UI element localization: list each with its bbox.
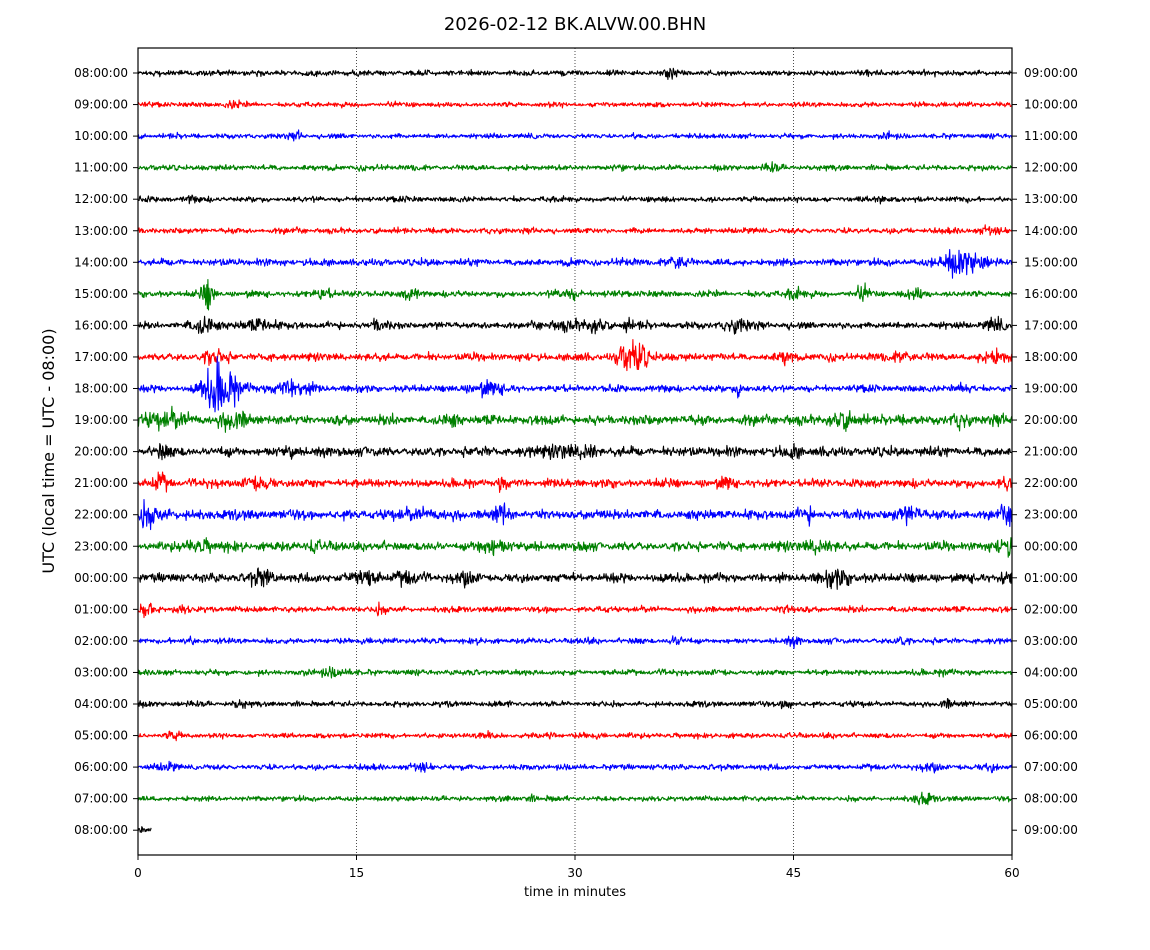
- y-tick-label-right-2: 11:00:00: [1024, 129, 1078, 143]
- x-tick-label-60: 60: [1004, 866, 1019, 880]
- trace-0: [137, 67, 1013, 80]
- y-tick-label-left-2: 10:00:00: [74, 129, 128, 143]
- trace-15: [137, 537, 1013, 558]
- y-tick-label-right-0: 09:00:00: [1024, 66, 1078, 80]
- trace-20: [137, 697, 1013, 710]
- trace-22: [137, 760, 1013, 774]
- trace-10: [137, 355, 1013, 413]
- y-tick-label-left-18: 02:00:00: [74, 634, 128, 648]
- y-tick-label-right-23: 08:00:00: [1024, 792, 1078, 806]
- trace-18: [137, 635, 1013, 650]
- y-tick-label-left-17: 01:00:00: [74, 602, 128, 616]
- y-tick-label-left-0: 08:00:00: [74, 66, 128, 80]
- y-tick-label-left-14: 22:00:00: [74, 508, 128, 522]
- trace-16: [137, 567, 1013, 590]
- axis-layer: 0 15 30 45 60 08:00:00 09:00:00 10:00:00 11:00:0…: [74, 66, 1078, 880]
- y-tick-label-left-10: 18:00:00: [74, 382, 128, 396]
- y-tick-label-right-24: 09:00:00: [1024, 823, 1078, 837]
- chart-title: 2026-02-12 BK.ALVW.00.BHN: [443, 14, 707, 35]
- y-tick-label-left-5: 13:00:00: [74, 224, 128, 238]
- y-tick-label-left-20: 04:00:00: [74, 697, 128, 711]
- trace-2: [137, 129, 1013, 142]
- trace-24: [137, 826, 152, 833]
- y-tick-label-left-8: 16:00:00: [74, 318, 128, 332]
- trace-1: [137, 99, 1013, 110]
- y-tick-label-left-23: 07:00:00: [74, 792, 128, 806]
- trace-6: [137, 248, 1013, 279]
- trace-17: [137, 601, 1013, 619]
- y-tick-label-right-17: 02:00:00: [1024, 602, 1078, 616]
- trace-13: [137, 471, 1013, 493]
- y-tick-label-right-22: 07:00:00: [1024, 760, 1078, 774]
- y-tick-label-left-4: 12:00:00: [74, 192, 128, 206]
- y-tick-label-right-8: 17:00:00: [1024, 318, 1078, 332]
- trace-14: [137, 498, 1013, 531]
- grid-layer: [356, 48, 794, 855]
- y-tick-label-left-19: 03:00:00: [74, 665, 128, 679]
- trace-19: [137, 665, 1013, 679]
- trace-4: [137, 194, 1013, 205]
- y-tick-label-left-7: 15:00:00: [74, 287, 128, 301]
- y-tick-label-right-20: 05:00:00: [1024, 697, 1078, 711]
- y-tick-label-left-22: 06:00:00: [74, 760, 128, 774]
- trace-11: [137, 405, 1013, 433]
- trace-5: [137, 224, 1013, 236]
- trace-23: [137, 791, 1013, 806]
- x-tick-label-45: 45: [786, 866, 801, 880]
- y-tick-label-right-21: 06:00:00: [1024, 729, 1078, 743]
- y-tick-label-left-15: 23:00:00: [74, 539, 128, 553]
- y-tick-label-right-16: 01:00:00: [1024, 571, 1078, 585]
- x-tick-label-0: 0: [134, 866, 142, 880]
- x-tick-label-30: 30: [567, 866, 582, 880]
- y-tick-label-left-3: 11:00:00: [74, 161, 128, 175]
- y-tick-label-left-16: 00:00:00: [74, 571, 128, 585]
- trace-21: [137, 730, 1013, 742]
- y-tick-label-left-11: 19:00:00: [74, 413, 128, 427]
- trace-12: [137, 442, 1013, 461]
- y-tick-label-left-6: 14:00:00: [74, 255, 128, 269]
- y-tick-label-right-18: 03:00:00: [1024, 634, 1078, 648]
- trace-3: [137, 161, 1013, 173]
- y-tick-label-right-6: 15:00:00: [1024, 255, 1078, 269]
- y-tick-label-left-13: 21:00:00: [74, 476, 128, 490]
- y-tick-label-right-3: 12:00:00: [1024, 161, 1078, 175]
- y-tick-label-left-9: 17:00:00: [74, 350, 128, 364]
- y-tick-label-right-4: 13:00:00: [1024, 192, 1078, 206]
- y-tick-label-right-5: 14:00:00: [1024, 224, 1078, 238]
- trace-7: [137, 279, 1013, 311]
- y-tick-label-left-12: 20:00:00: [74, 445, 128, 459]
- y-tick-label-left-24: 08:00:00: [74, 823, 128, 837]
- y-tick-label-right-13: 22:00:00: [1024, 476, 1078, 490]
- trace-8: [137, 315, 1013, 335]
- y-tick-label-right-15: 00:00:00: [1024, 539, 1078, 553]
- y-axis-label: UTC (local time = UTC - 08:00): [39, 328, 58, 573]
- y-tick-label-right-11: 20:00:00: [1024, 413, 1078, 427]
- y-tick-label-right-9: 18:00:00: [1024, 350, 1078, 364]
- y-tick-label-right-19: 04:00:00: [1024, 665, 1078, 679]
- y-tick-label-right-7: 16:00:00: [1024, 287, 1078, 301]
- y-tick-label-left-1: 09:00:00: [74, 98, 128, 112]
- x-tick-label-15: 15: [349, 866, 364, 880]
- y-tick-label-right-1: 10:00:00: [1024, 98, 1078, 112]
- x-axis-label: time in minutes: [524, 885, 626, 900]
- y-tick-label-left-21: 05:00:00: [74, 729, 128, 743]
- y-tick-label-right-10: 19:00:00: [1024, 382, 1078, 396]
- y-tick-label-right-12: 21:00:00: [1024, 445, 1078, 459]
- trace-layer: [137, 67, 1013, 833]
- y-tick-label-right-14: 23:00:00: [1024, 508, 1078, 522]
- trace-9: [137, 339, 1013, 372]
